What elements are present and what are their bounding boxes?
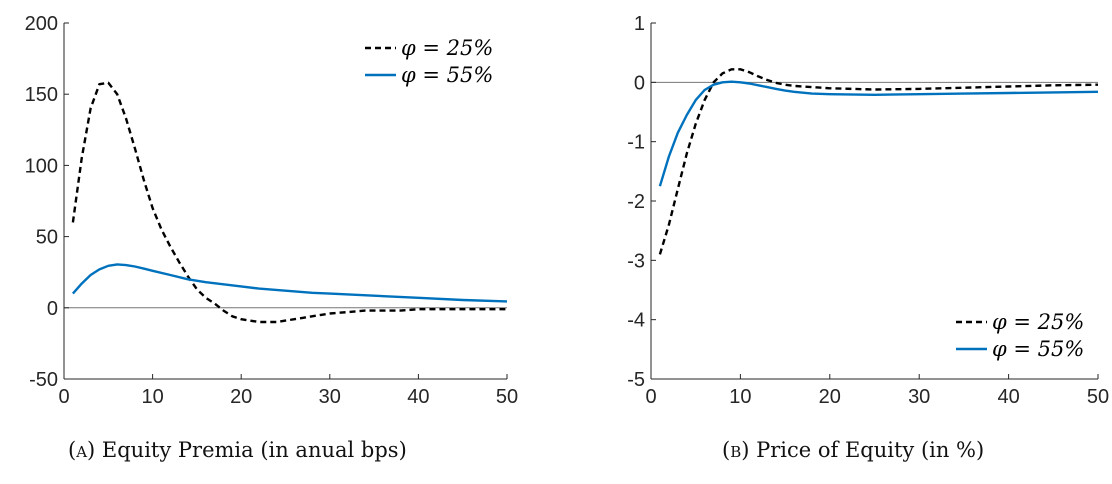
legend-label-1: φ = 25% [401, 36, 493, 60]
caption-text: Price of Equity (in %) [756, 438, 985, 462]
y-tick-label: -50 [29, 369, 58, 391]
x-tick-label: 40 [997, 386, 1019, 408]
x-tick-label: 30 [908, 386, 930, 408]
y-tick-label: -4 [627, 310, 645, 332]
x-tick-label: 40 [407, 386, 429, 408]
x-tick-label: 0 [645, 386, 656, 408]
y-tick-label: 200 [25, 13, 58, 35]
caption-text: Equity Premia (in anual bps) [101, 438, 407, 462]
y-tick-label: -1 [627, 132, 645, 154]
y-tick-label: -2 [627, 191, 645, 213]
y-tick-label: -3 [627, 250, 645, 272]
y-tick-label: 0 [634, 72, 645, 94]
caption-label: (b) [722, 438, 750, 462]
legend-label-2: φ = 55% [992, 337, 1084, 361]
x-tick-label: 0 [58, 386, 69, 408]
x-tick-label: 10 [141, 386, 163, 408]
series-line-1 [71, 81, 507, 324]
series-line-2 [71, 263, 508, 303]
x-tick-label: 30 [319, 386, 341, 408]
caption-price-of-equity: (b) Price of Equity (in %) [722, 438, 984, 462]
x-tick-label: 50 [496, 386, 518, 408]
y-tick-label: -5 [627, 369, 645, 391]
panel-price-of-equity: 0 10 20 30 40 50 -5 -4 -3 -2 -1 0 1 φ = 25% φ = 55% [627, 13, 1109, 408]
y-tick-label: 1 [634, 13, 645, 35]
legend-label-2: φ = 55% [401, 63, 493, 87]
y-tick-label: 150 [25, 84, 58, 106]
x-tick-label: 20 [230, 386, 252, 408]
x-tick-label: 50 [1087, 386, 1109, 408]
x-tick-label: 10 [729, 386, 751, 408]
caption-equity-premia: (a) Equity Premia (in anual bps) [68, 438, 407, 462]
series-line-1 [658, 68, 1099, 255]
series-line-2 [658, 80, 1099, 187]
x-tick-label: 20 [819, 386, 841, 408]
y-tick-label: 100 [25, 155, 58, 177]
y-tick-label: 50 [36, 227, 58, 249]
y-tick-label: 0 [47, 298, 58, 320]
legend-label-1: φ = 25% [992, 310, 1084, 334]
caption-label: (a) [68, 438, 96, 462]
